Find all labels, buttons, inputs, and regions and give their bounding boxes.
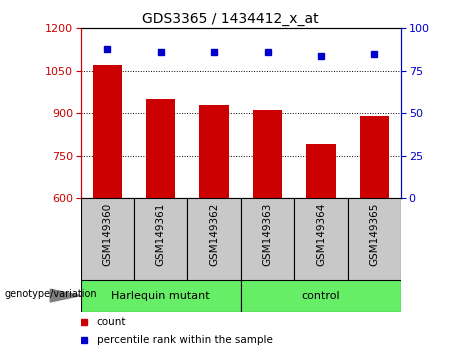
Bar <box>200 105 229 198</box>
Text: GSM149365: GSM149365 <box>369 202 379 266</box>
Text: count: count <box>97 318 126 327</box>
Text: percentile rank within the sample: percentile rank within the sample <box>97 335 272 344</box>
Text: GSM149364: GSM149364 <box>316 202 326 266</box>
Bar <box>294 198 348 280</box>
Bar <box>134 198 188 280</box>
Text: Harlequin mutant: Harlequin mutant <box>112 291 210 301</box>
Bar <box>241 198 294 280</box>
Bar <box>81 198 134 280</box>
Text: control: control <box>301 291 340 301</box>
Bar <box>348 198 401 280</box>
Bar <box>306 144 336 198</box>
Text: GSM149362: GSM149362 <box>209 202 219 266</box>
Bar <box>360 116 389 198</box>
Bar <box>241 280 401 312</box>
Text: GDS3365 / 1434412_x_at: GDS3365 / 1434412_x_at <box>142 12 319 27</box>
Text: GSM149360: GSM149360 <box>102 202 112 266</box>
Bar <box>93 65 122 198</box>
Text: genotype/variation: genotype/variation <box>5 289 97 299</box>
Text: GSM149361: GSM149361 <box>156 202 166 266</box>
Bar <box>253 110 282 198</box>
Bar <box>146 99 176 198</box>
Text: GSM149363: GSM149363 <box>263 202 272 266</box>
Bar <box>188 198 241 280</box>
Bar <box>81 280 241 312</box>
Polygon shape <box>50 289 81 302</box>
